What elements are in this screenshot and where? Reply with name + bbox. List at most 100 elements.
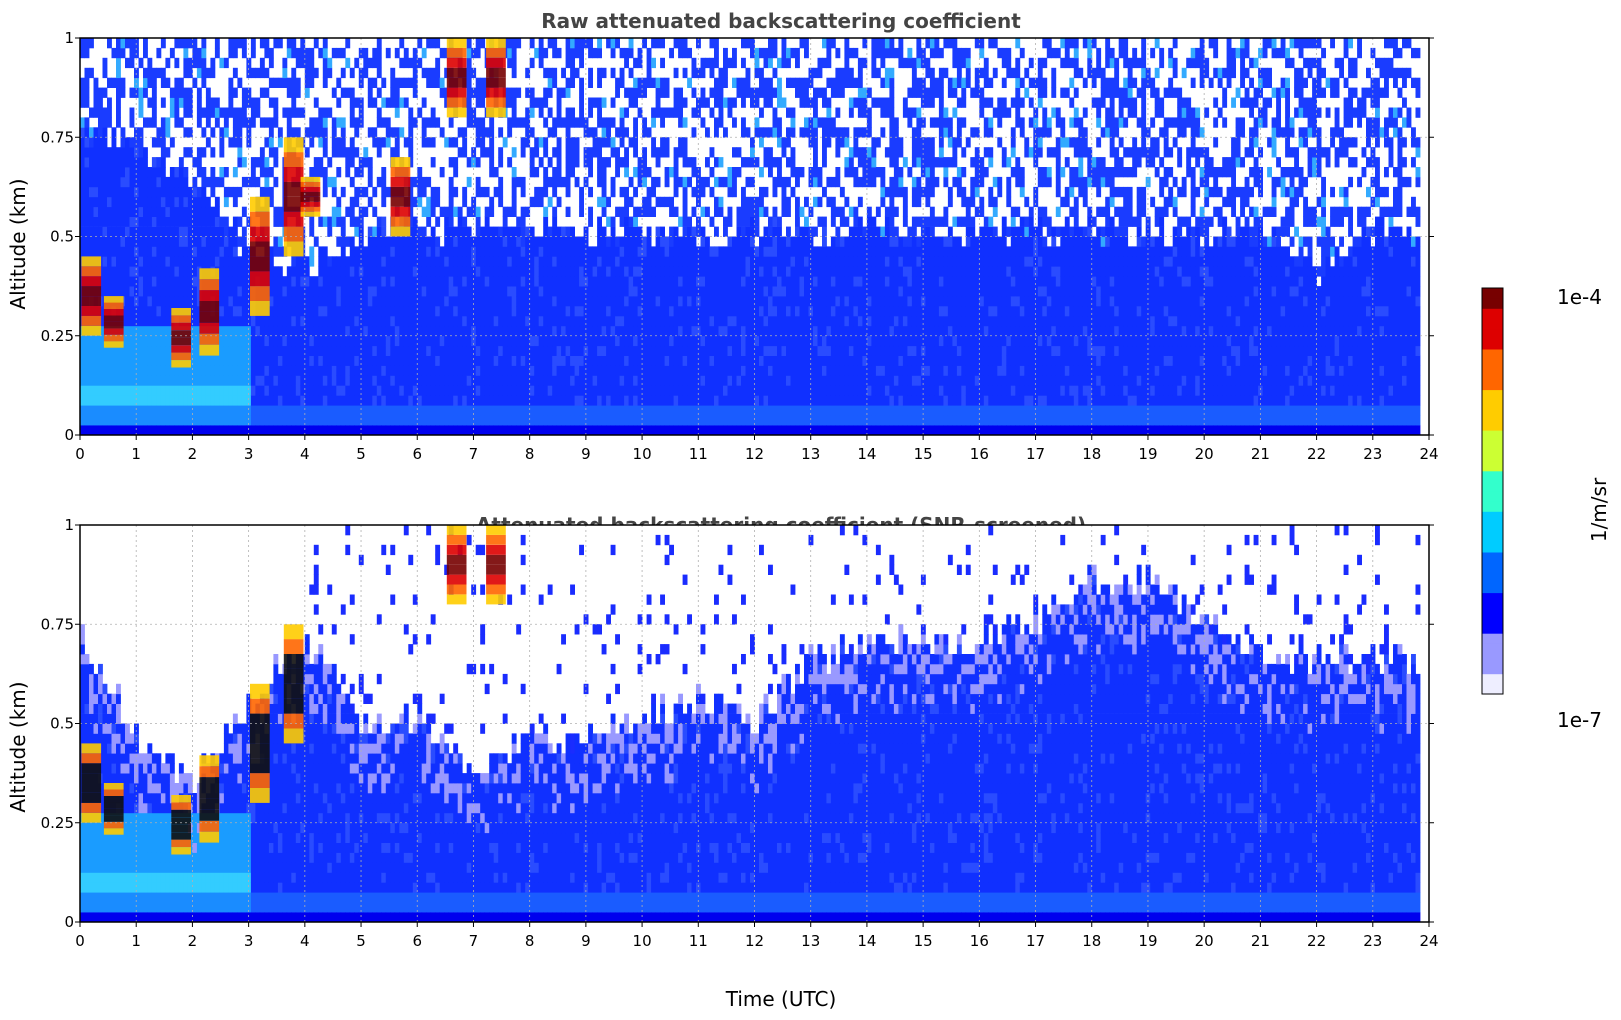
- heatmap-cell: [660, 276, 665, 287]
- heatmap-cell: [475, 266, 481, 277]
- heatmap-cell: [277, 405, 283, 416]
- heatmap-cell: [268, 246, 274, 257]
- heatmap-cell: [498, 226, 504, 237]
- heatmap-cell: [745, 87, 751, 98]
- heatmap-cell: [435, 236, 441, 247]
- heatmap-cell: [651, 355, 656, 366]
- heatmap-cell: [367, 286, 373, 297]
- heatmap-cell: [502, 206, 508, 217]
- heatmap-cell: [174, 286, 180, 297]
- heatmap-cell: [534, 236, 540, 247]
- heatmap-cell: [651, 306, 656, 317]
- heatmap-cell: [84, 38, 90, 49]
- heatmap-cell: [678, 97, 683, 108]
- heatmap-cell: [489, 256, 495, 267]
- heatmap-cell: [714, 335, 719, 347]
- heatmap-cell: [309, 216, 315, 227]
- heatmap-cell: [80, 186, 85, 198]
- heatmap-cell: [714, 246, 719, 257]
- heatmap-cell: [471, 345, 477, 356]
- heatmap-cell: [714, 306, 719, 317]
- heatmap-cell: [309, 167, 315, 178]
- heatmap-cell: [165, 186, 171, 198]
- heatmap-cell: [799, 306, 805, 317]
- heatmap-cell: [147, 315, 153, 327]
- heatmap-cell: [111, 266, 117, 277]
- heatmap-cell: [718, 425, 724, 436]
- heatmap-cell: [475, 186, 481, 198]
- heatmap-cell: [709, 256, 715, 267]
- heatmap-cell: [786, 266, 791, 277]
- heatmap-cell: [637, 47, 643, 59]
- heatmap-cell: [116, 415, 121, 426]
- heatmap-cell: [678, 335, 683, 347]
- heatmap-cell: [363, 147, 369, 158]
- heatmap-cell: [606, 415, 611, 426]
- heatmap-cell: [601, 355, 607, 366]
- heatmap-cell: [763, 226, 769, 237]
- heatmap-cell: [777, 415, 782, 426]
- heatmap-cell: [250, 107, 256, 118]
- heatmap-cell: [561, 266, 566, 277]
- heatmap-cell: [291, 266, 297, 277]
- heatmap-cell: [147, 117, 153, 128]
- heatmap-cell: [98, 375, 103, 386]
- heatmap-cell: [160, 157, 166, 168]
- heatmap-cell: [736, 87, 742, 98]
- heatmap-cell: [282, 77, 288, 88]
- heatmap-cell: [682, 176, 688, 188]
- heatmap-cell: [318, 127, 324, 138]
- heatmap-cell: [187, 286, 193, 297]
- heatmap-cell: [534, 385, 540, 396]
- heatmap-cell: [570, 256, 575, 267]
- heatmap-cell: [682, 385, 688, 396]
- heatmap-cell: [345, 355, 351, 366]
- heatmap-cell: [412, 226, 418, 237]
- heatmap-cell: [574, 365, 580, 376]
- heatmap-cell: [201, 206, 207, 217]
- heatmap-cell: [745, 256, 751, 267]
- heatmap-cell: [300, 38, 306, 49]
- heatmap-cell: [111, 256, 117, 267]
- heatmap-cell: [705, 395, 710, 406]
- heatmap-cell: [628, 196, 634, 208]
- heatmap-cell: [772, 87, 778, 98]
- heatmap-cell: [327, 176, 333, 188]
- heatmap-cell: [718, 306, 724, 317]
- heatmap-cell: [804, 286, 809, 297]
- heatmap-cell: [358, 266, 364, 277]
- heatmap-cell: [241, 385, 247, 396]
- heatmap-cell: [741, 157, 746, 168]
- heatmap-cell: [682, 226, 688, 237]
- heatmap-cell: [268, 335, 274, 347]
- heatmap-cell: [502, 405, 508, 416]
- heatmap-cell: [534, 355, 540, 366]
- heatmap-cell: [309, 355, 315, 366]
- heatmap-cell: [777, 365, 782, 376]
- heatmap-cell: [354, 306, 360, 317]
- heatmap-cell: [759, 196, 764, 208]
- heatmap-cell: [201, 385, 207, 396]
- heatmap-cell: [552, 296, 558, 307]
- heatmap-cell: [556, 395, 562, 406]
- heatmap-cell: [574, 246, 580, 257]
- heatmap-cell: [696, 355, 701, 366]
- heatmap-cell: [777, 117, 782, 128]
- heatmap-cell: [682, 266, 688, 277]
- heatmap-cell: [556, 157, 562, 168]
- heatmap-cell: [700, 405, 706, 416]
- heatmap-cell: [322, 38, 328, 49]
- heatmap-cell: [219, 246, 225, 257]
- heatmap-cell: [143, 186, 148, 198]
- heatmap-cell: [489, 127, 495, 138]
- heatmap-cell: [255, 107, 261, 118]
- heatmap-cell: [628, 375, 634, 386]
- heatmap-cell: [664, 107, 670, 118]
- heatmap-cell: [403, 365, 409, 376]
- heatmap-cell: [381, 256, 387, 267]
- heatmap-cell: [610, 415, 616, 426]
- heatmap-cell: [538, 107, 544, 118]
- heatmap-cell: [547, 157, 553, 168]
- heatmap-cell: [138, 355, 144, 366]
- heatmap-cell: [736, 226, 742, 237]
